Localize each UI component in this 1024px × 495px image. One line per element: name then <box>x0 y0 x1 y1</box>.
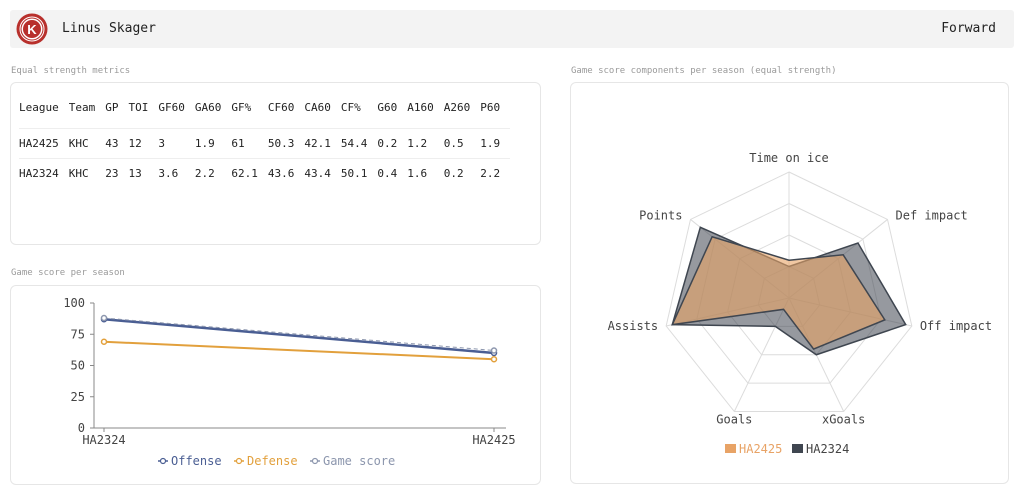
radar-axis-label: Assists <box>608 319 659 333</box>
table-cell: 0.2 <box>443 158 481 188</box>
legend-label: Offense <box>171 454 222 468</box>
legend-label: Game score <box>323 454 395 468</box>
metrics-table: League Team GP TOI GF60 GA60 GF% CF60 CA60 CF% G60… <box>19 101 511 188</box>
radar-chart: Time on ice Def impact Off impact xGoals Goa… <box>608 151 993 456</box>
table-cell: 3.6 <box>158 158 195 188</box>
column-header: CA60 <box>304 101 331 114</box>
radar-chart-title: Game score components per season (equal … <box>571 66 837 76</box>
metrics-section-title: Equal strength metrics <box>11 66 131 76</box>
table-cell: HA2425 <box>19 128 69 159</box>
legend-label: HA2324 <box>806 442 849 456</box>
series-line <box>103 318 495 355</box>
radar-axis-label: Def impact <box>896 208 968 222</box>
data-point <box>490 356 498 363</box>
radar-series-area <box>671 235 886 350</box>
column-header: GA60 <box>194 101 222 114</box>
table-cell: 43.4 <box>304 158 341 188</box>
column-header: CF60 <box>267 101 295 114</box>
radar-axis-label: Goals <box>716 413 752 427</box>
table-cell: 0.4 <box>377 158 408 188</box>
table-cell: 1.2 <box>407 128 444 159</box>
table-cell: 50.1 <box>340 158 378 188</box>
table-cell: 13 <box>128 158 159 188</box>
table-cell: 42.1 <box>304 128 341 159</box>
table-row: HA2425 KHC 43 12 3 1.9 61 50.3 42.1 54.4 0.2 1.2 0.5… <box>19 128 511 159</box>
legend-marker <box>311 457 319 465</box>
player-name: Linus Skager <box>62 21 156 36</box>
logo-letter: K <box>27 22 37 37</box>
radar-legend: HA2425 HA2324 <box>725 442 849 456</box>
column-header: GP <box>105 101 119 114</box>
line-chart: 0 25 50 75 100 HA2324 HA2425 Offense Defense Game… <box>63 296 515 468</box>
table-cell: 0.5 <box>443 128 481 159</box>
legend-swatch <box>725 444 736 453</box>
table-cell: 23 <box>105 158 129 188</box>
y-tick-label: 0 <box>78 421 85 435</box>
table-cell: 43.6 <box>267 158 305 188</box>
table-cell: 0.2 <box>377 128 408 159</box>
table-cell: 12 <box>128 128 159 159</box>
table-cell: 1.9 <box>480 128 511 159</box>
radar-axis-label: Off impact <box>920 319 992 333</box>
table-cell: HA2324 <box>19 158 69 188</box>
legend-label: Defense <box>247 454 298 468</box>
team-logo: K <box>16 13 48 45</box>
column-header: A160 <box>407 101 434 114</box>
legend-marker <box>159 457 167 465</box>
series-line <box>103 340 495 361</box>
table-row: HA2324 KHC 23 13 3.6 2.2 62.1 43.6 43.4 50.1 0.4 1.… <box>19 158 511 188</box>
data-point <box>100 314 108 322</box>
table-cell: 43 <box>105 128 129 159</box>
radar-chart-card: Time on ice Def impact Off impact xGoals Goa… <box>570 82 1009 484</box>
table-cell: KHC <box>68 158 106 188</box>
column-header: League <box>19 101 59 114</box>
table-cell: 2.2 <box>480 158 511 188</box>
column-header: G60 <box>377 101 398 114</box>
legend-marker <box>235 457 243 465</box>
player-position: Forward <box>941 21 996 36</box>
line-chart-title: Game score per season <box>11 268 125 278</box>
data-point <box>100 338 108 345</box>
table-cell: 3 <box>158 128 195 159</box>
radar-axis-label: Points <box>639 208 682 222</box>
y-tick-label: 100 <box>63 296 85 310</box>
legend-swatch <box>792 444 803 453</box>
metrics-card: League Team GP TOI GF60 GA60 GF% CF60 CA60 CF% G60… <box>10 82 541 245</box>
metrics-header-row: League Team GP TOI GF60 GA60 GF% CF60 CA60 CF% G60… <box>19 101 510 129</box>
y-tick-label: 25 <box>71 390 85 404</box>
table-cell: 1.6 <box>407 158 444 188</box>
column-header: TOI <box>128 101 149 114</box>
line-chart-card: 0 25 50 75 100 HA2324 HA2425 Offense Defense Game… <box>10 285 541 485</box>
player-header: K Linus Skager Forward <box>10 10 1014 48</box>
table-cell: 54.4 <box>340 128 378 159</box>
legend-label: HA2425 <box>739 442 782 456</box>
column-header: A260 <box>443 101 471 114</box>
radar-axis-label: xGoals <box>822 413 865 427</box>
radar-grid-ring <box>665 171 913 413</box>
column-header: Team <box>68 101 96 114</box>
data-point <box>490 347 498 354</box>
x-tick-label: HA2324 <box>82 433 125 447</box>
y-tick-label: 50 <box>71 359 85 373</box>
x-tick-label: HA2425 <box>472 433 515 447</box>
column-header: P60 <box>480 101 501 114</box>
table-cell: KHC <box>68 128 106 159</box>
line-chart-legend: Offense Defense Game score <box>158 454 395 468</box>
radar-axis-label: Time on ice <box>749 151 828 165</box>
table-cell: 2.2 <box>194 158 232 188</box>
series-line <box>103 317 495 351</box>
column-header: GF60 <box>158 101 185 114</box>
table-cell: 1.9 <box>194 128 232 159</box>
table-cell: 50.3 <box>267 128 305 159</box>
table-cell: 62.1 <box>231 158 268 188</box>
column-header: GF% <box>231 101 252 114</box>
column-header: CF% <box>340 101 361 114</box>
table-cell: 61 <box>231 128 268 159</box>
y-tick-label: 75 <box>71 327 85 341</box>
